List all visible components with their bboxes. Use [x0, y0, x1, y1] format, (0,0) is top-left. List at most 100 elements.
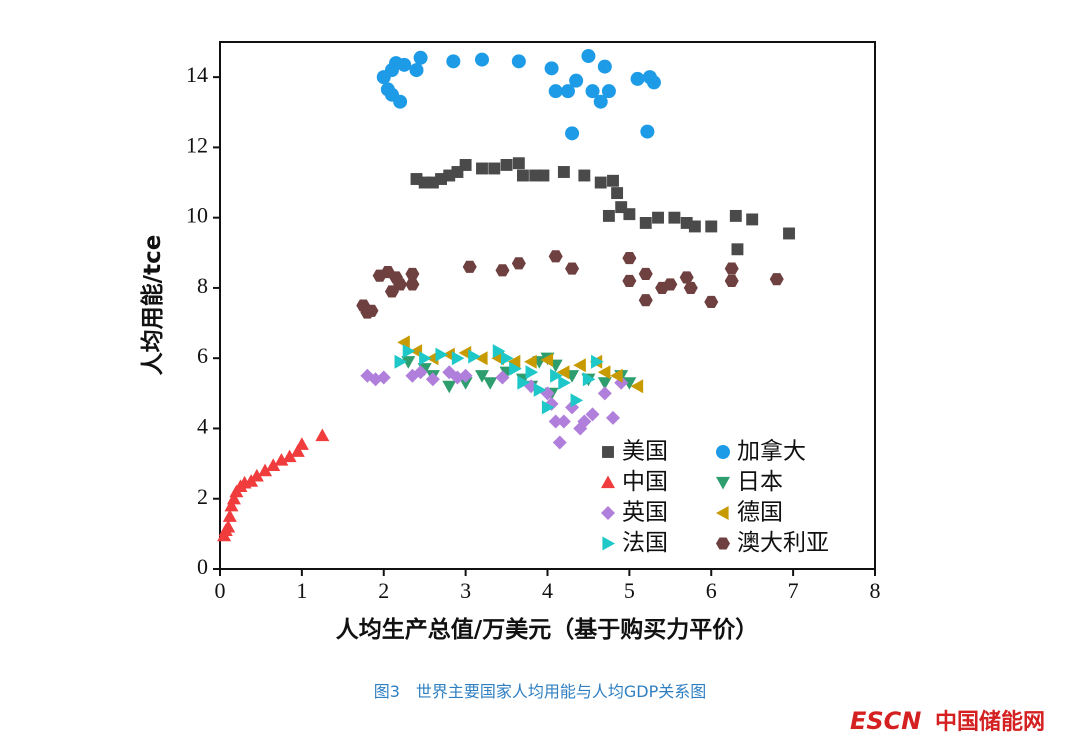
point — [405, 278, 420, 291]
legend-label: 英国 — [622, 500, 668, 526]
point — [475, 351, 488, 366]
point — [409, 344, 423, 359]
point — [783, 227, 795, 240]
point — [602, 209, 615, 222]
point — [610, 368, 623, 383]
x-tick-label: 7 — [788, 578, 799, 603]
y-tick-label: 2 — [197, 484, 208, 509]
point — [556, 365, 570, 380]
x-tick-label: 2 — [378, 578, 389, 603]
point — [476, 162, 488, 175]
point — [315, 428, 330, 442]
legend-marker — [716, 445, 730, 459]
point — [638, 267, 653, 280]
point — [548, 414, 563, 429]
point — [266, 458, 281, 471]
legend-label: 法国 — [622, 530, 668, 556]
point — [565, 126, 580, 141]
point — [585, 84, 600, 99]
point — [582, 372, 596, 387]
point — [585, 407, 600, 422]
point — [221, 519, 236, 533]
y-axis-label: 人均用能/tce — [139, 235, 166, 376]
point — [226, 491, 241, 505]
logo-brand: ESCN — [850, 707, 921, 735]
point — [442, 380, 457, 394]
legend-marker — [716, 506, 729, 520]
point — [483, 377, 498, 390]
point — [511, 54, 526, 69]
point — [488, 162, 501, 175]
point — [397, 57, 412, 72]
y-tick-label: 10 — [186, 203, 208, 228]
point — [394, 354, 408, 369]
legend-marker — [602, 536, 615, 551]
point — [683, 281, 698, 294]
point — [511, 257, 526, 270]
point — [258, 463, 273, 477]
point — [704, 295, 719, 309]
y-tick-label: 14 — [186, 62, 208, 87]
point — [769, 273, 784, 286]
legend-label: 澳大利亚 — [737, 530, 829, 556]
caption: 图3 世界主要国家人均用能与人均GDP关系图 — [374, 682, 707, 701]
point — [569, 73, 584, 88]
point — [578, 169, 591, 182]
point — [622, 274, 637, 287]
point — [222, 509, 237, 522]
point — [282, 449, 297, 463]
legend-marker — [602, 446, 614, 458]
point — [294, 437, 309, 450]
point — [557, 166, 570, 178]
point — [606, 410, 620, 425]
y-tick-label: 8 — [197, 273, 208, 298]
point — [537, 169, 550, 182]
y-tick-label: 4 — [197, 414, 208, 439]
point — [601, 84, 616, 99]
point — [500, 159, 513, 171]
point — [724, 274, 739, 287]
point — [451, 351, 465, 366]
point — [458, 345, 472, 360]
legend-marker — [601, 475, 615, 489]
point — [517, 375, 530, 390]
x-axis-label: 人均生产总值/万美元（基于购买力平价） — [336, 616, 758, 643]
point — [468, 349, 481, 364]
point — [646, 75, 661, 90]
point — [425, 351, 439, 366]
point — [500, 351, 514, 366]
logo-name: 中国储能网 — [935, 709, 1045, 735]
point — [419, 351, 432, 366]
point — [597, 386, 612, 401]
point — [401, 356, 416, 369]
point — [560, 84, 575, 99]
point — [622, 252, 637, 265]
point — [525, 365, 539, 380]
point — [640, 124, 655, 139]
point — [495, 264, 510, 277]
legend-marker — [716, 537, 730, 550]
point — [577, 414, 592, 429]
point — [639, 216, 652, 229]
point — [512, 157, 525, 170]
point — [274, 453, 289, 466]
point — [597, 377, 612, 390]
point — [224, 498, 239, 512]
point — [565, 262, 580, 275]
point — [550, 368, 563, 383]
point — [492, 344, 506, 359]
x-tick-label: 4 — [542, 578, 553, 603]
point — [594, 176, 607, 189]
x-tick-label: 8 — [870, 578, 881, 603]
point — [622, 377, 637, 390]
point — [746, 213, 759, 226]
point — [630, 71, 645, 86]
point — [393, 278, 408, 291]
point — [397, 335, 410, 350]
y-tick-label: 6 — [197, 343, 208, 368]
x-tick-label: 6 — [706, 578, 717, 603]
point — [668, 211, 681, 224]
x-tick-label: 5 — [624, 578, 635, 603]
point — [507, 354, 521, 369]
